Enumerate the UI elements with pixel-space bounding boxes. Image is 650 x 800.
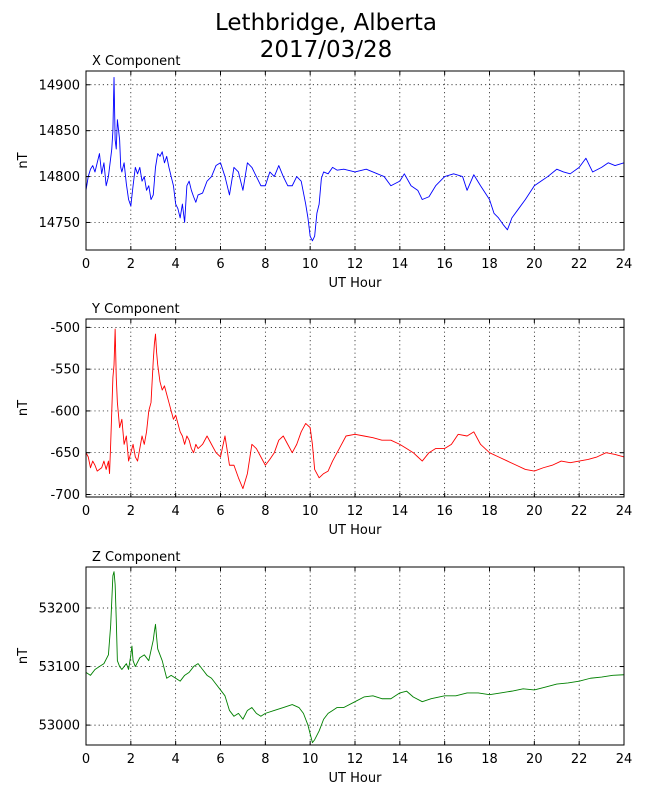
- y-axis-label: nT: [16, 152, 31, 168]
- panel-y-component: 0 2 4 6 8 10 12 14 16 18 20 22 24-700-650-600-550-50…: [16, 302, 632, 538]
- x-tick-label: 0: [82, 257, 90, 272]
- x-tick-label: 16: [436, 752, 453, 767]
- y-tick-label: 14800: [39, 170, 80, 185]
- x-tick-label: 14: [392, 752, 409, 767]
- x-tick-label: 24: [616, 752, 633, 767]
- y-tick-label: 53000: [39, 719, 80, 734]
- y-tick-label: 14900: [39, 78, 80, 93]
- x-tick-label: 10: [302, 504, 319, 519]
- y-tick-label: -500: [50, 321, 80, 336]
- y-tick-label: -550: [50, 363, 80, 378]
- panel-x-component: 0 2 4 6 8 10 12 14 16 18 20 22 241475014800148501490…: [16, 54, 632, 291]
- x-tick-label: 20: [526, 504, 543, 519]
- x-tick-label: 18: [481, 257, 498, 272]
- x-tick-label: 18: [481, 504, 498, 519]
- y-tick-label: 14750: [39, 216, 80, 231]
- x-tick-label: 16: [436, 257, 453, 272]
- x-tick-label: 14: [392, 504, 409, 519]
- x-tick-label: 4: [172, 752, 180, 767]
- x-tick-label: 22: [571, 752, 588, 767]
- figure-title: Lethbridge, Alberta 2017/03/28: [0, 10, 650, 64]
- x-tick-label: 12: [347, 504, 364, 519]
- x-tick-label: 12: [347, 257, 364, 272]
- x-axis-label: UT Hour: [329, 276, 383, 291]
- y-tick-label: 53100: [39, 660, 80, 675]
- y-tick-label: 53200: [39, 601, 80, 616]
- x-tick-label: 24: [616, 504, 633, 519]
- x-tick-label: 10: [302, 257, 319, 272]
- x-tick-label: 4: [172, 257, 180, 272]
- figure-title-date: 2017/03/28: [259, 37, 393, 63]
- y-axis-label: nT: [16, 400, 31, 416]
- y-axis-label: nT: [16, 648, 31, 664]
- panel-title: Y Component: [91, 302, 180, 317]
- y-tick-label: -650: [50, 446, 80, 461]
- panel-title: X Component: [92, 54, 181, 69]
- x-tick-label: 6: [216, 752, 224, 767]
- y-tick-label: -700: [50, 488, 80, 503]
- x-tick-label: 22: [571, 504, 588, 519]
- y-tick-label: -600: [50, 404, 80, 419]
- x-tick-label: 20: [526, 752, 543, 767]
- x-tick-label: 8: [261, 504, 269, 519]
- series-line-x-component: [85, 76, 625, 242]
- x-tick-label: 2: [127, 504, 135, 519]
- x-tick-label: 22: [571, 257, 588, 272]
- x-tick-label: 0: [82, 504, 90, 519]
- x-tick-label: 8: [261, 257, 269, 272]
- panel-title: Z Component: [92, 550, 181, 565]
- x-tick-label: 4: [172, 504, 180, 519]
- series-line-y-component: [85, 328, 625, 490]
- x-axis-label: UT Hour: [329, 771, 383, 786]
- x-tick-label: 0: [82, 752, 90, 767]
- x-axis-label: UT Hour: [329, 523, 383, 538]
- x-tick-label: 18: [481, 752, 498, 767]
- x-tick-label: 14: [392, 257, 409, 272]
- x-tick-label: 6: [216, 257, 224, 272]
- x-tick-label: 2: [127, 752, 135, 767]
- x-tick-label: 10: [302, 752, 319, 767]
- x-tick-label: 12: [347, 752, 364, 767]
- figure-title-location: Lethbridge, Alberta: [214, 10, 437, 36]
- x-tick-label: 16: [436, 504, 453, 519]
- x-tick-label: 20: [526, 257, 543, 272]
- series-line-z-component: [85, 571, 625, 744]
- x-tick-label: 8: [261, 752, 269, 767]
- y-tick-label: 14850: [39, 124, 80, 139]
- x-tick-label: 2: [127, 257, 135, 272]
- x-tick-label: 6: [216, 504, 224, 519]
- x-tick-label: 24: [616, 257, 633, 272]
